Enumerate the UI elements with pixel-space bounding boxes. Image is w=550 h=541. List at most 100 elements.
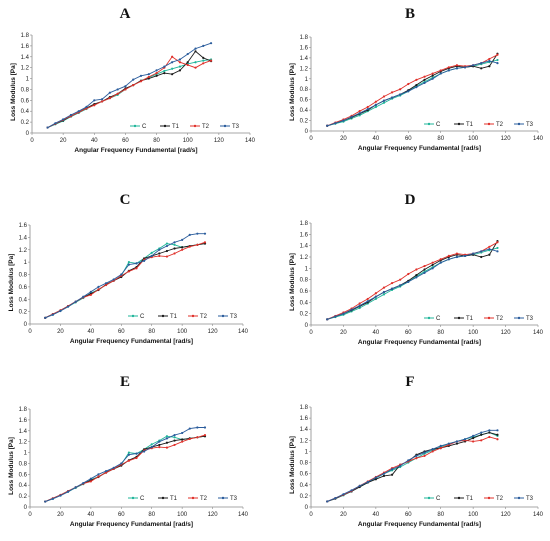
x-axis-title: Angular Frequency Fundamental [rad/s] (70, 338, 193, 345)
data-point (472, 437, 475, 440)
data-point (431, 74, 434, 77)
data-point (196, 436, 199, 439)
data-point (150, 251, 153, 254)
data-point (203, 232, 207, 235)
x-tick-label: 60 (405, 512, 412, 518)
y-tick-label: 0.4 (21, 109, 30, 115)
series-line-c (45, 243, 206, 319)
x-tick-label: 100 (177, 329, 188, 335)
series-t3 (326, 247, 499, 321)
data-point (399, 278, 402, 281)
y-tick-label: 0.4 (300, 108, 309, 114)
legend-marker (427, 316, 431, 320)
data-point (139, 74, 143, 77)
data-point (147, 75, 150, 79)
data-point (120, 273, 123, 276)
data-point (135, 267, 138, 270)
data-point (97, 475, 100, 478)
legend-label: T2 (202, 124, 210, 130)
data-point (62, 118, 65, 121)
x-tick-label: 20 (340, 136, 347, 142)
data-point (382, 472, 386, 475)
data-point (97, 473, 100, 476)
data-point (51, 497, 54, 500)
x-tick-label: 80 (153, 138, 160, 144)
y-axis-title: Loss Modulus [Pa] (289, 253, 296, 311)
series-line-t1 (327, 432, 498, 502)
data-point (150, 254, 153, 258)
series-line-t3 (47, 42, 212, 128)
data-point (423, 454, 426, 457)
x-axis-title: Angular Frequency Fundamental [rad/s] (358, 339, 481, 346)
y-tick-label: 0 (305, 323, 309, 329)
data-point (186, 61, 189, 64)
series-line-t2 (327, 54, 498, 127)
data-point (171, 73, 174, 76)
data-point (158, 248, 161, 251)
data-point (382, 99, 386, 102)
data-point (366, 107, 369, 111)
data-point (127, 263, 130, 266)
legend-label: C (140, 496, 145, 502)
x-tick-label: 100 (468, 512, 479, 518)
data-point (423, 451, 426, 454)
data-point (455, 252, 459, 255)
x-tick-label: 100 (183, 138, 194, 144)
data-point (342, 119, 345, 122)
data-point (100, 100, 104, 103)
legend-label: C (436, 122, 441, 128)
data-point (496, 53, 499, 56)
data-point (358, 302, 361, 305)
data-point (382, 291, 386, 294)
x-tick-label: 0 (309, 330, 313, 336)
x-tick-label: 40 (373, 330, 380, 336)
data-point (350, 308, 353, 311)
data-point (431, 77, 434, 80)
data-point (439, 261, 442, 264)
data-point (165, 244, 169, 248)
data-point (439, 258, 442, 261)
data-point (155, 69, 158, 72)
data-point (112, 466, 115, 469)
data-point (488, 59, 491, 63)
x-tick-label: 20 (340, 330, 347, 336)
x-tick-label: 60 (118, 329, 125, 335)
data-point (390, 96, 394, 99)
panel-label: D (405, 192, 416, 208)
series-c (46, 58, 213, 129)
x-tick-label: 80 (437, 512, 444, 518)
data-point (155, 72, 158, 75)
x-tick-label: 120 (214, 138, 225, 144)
x-tick-label: 20 (340, 512, 347, 518)
data-point (181, 246, 184, 249)
legend-marker (133, 124, 137, 128)
y-axis-title: Loss Modulus [Pa] (8, 254, 15, 312)
y-tick-label: 0.2 (19, 494, 28, 500)
data-point (374, 295, 377, 298)
y-axis-title: Loss Modulus [Pa] (289, 436, 296, 494)
data-point (124, 88, 127, 91)
chart-panel-e: E 0 0.2 0.4 0.6 0.8 1 1.2 1.4 1.6 1.8 0 20 40 60 80 100 1… (8, 374, 249, 528)
data-point (447, 442, 450, 445)
data-point (54, 122, 57, 125)
data-point (366, 105, 369, 109)
y-tick-label: 0.4 (300, 483, 309, 489)
y-tick-label: 0.8 (21, 87, 30, 93)
data-point (150, 443, 153, 446)
data-point (382, 293, 386, 296)
data-point (127, 270, 130, 273)
chart-panel-d: D 0 0.2 0.4 0.6 0.8 1 1.2 1.4 1.6 1.8 0 20 40 60 80 100 1… (289, 192, 544, 346)
data-point (455, 440, 459, 443)
y-tick-label: 1 (305, 449, 309, 455)
data-point (334, 122, 337, 125)
x-tick-label: 40 (88, 512, 95, 518)
data-point (100, 98, 104, 101)
data-point (447, 254, 450, 257)
y-tick-label: 1.4 (19, 235, 28, 241)
data-point (350, 115, 353, 118)
data-point (44, 316, 47, 319)
data-point (366, 480, 369, 484)
legend-marker (131, 314, 135, 318)
data-point (132, 83, 135, 87)
data-point (178, 65, 182, 68)
